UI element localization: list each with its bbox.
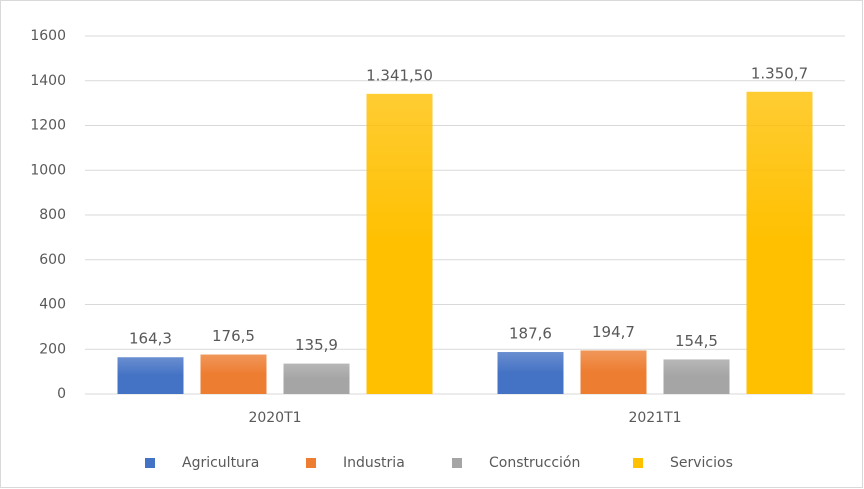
legend-label: Construcción bbox=[489, 455, 580, 471]
y-tick-label: 1400 bbox=[30, 73, 66, 89]
bar bbox=[497, 352, 564, 394]
y-tick-label: 1600 bbox=[30, 28, 66, 44]
bar bbox=[746, 91, 813, 394]
value-label: 1.350,7 bbox=[751, 64, 808, 82]
value-label: 187,6 bbox=[509, 325, 552, 343]
legend-label: Industria bbox=[343, 455, 405, 471]
legend-swatch bbox=[452, 458, 462, 468]
value-label: 176,5 bbox=[212, 327, 255, 345]
bar bbox=[366, 93, 433, 394]
legend-swatch bbox=[145, 458, 155, 468]
legend-label: Servicios bbox=[670, 455, 733, 471]
bar bbox=[200, 354, 267, 394]
value-label: 135,9 bbox=[295, 336, 338, 354]
legend-swatch bbox=[306, 458, 316, 468]
bar bbox=[663, 359, 730, 394]
y-tick-label: 800 bbox=[39, 207, 66, 223]
bar bbox=[283, 363, 350, 394]
y-tick-label: 600 bbox=[39, 252, 66, 268]
y-tick-label: 1000 bbox=[30, 162, 66, 178]
value-label: 164,3 bbox=[129, 330, 172, 348]
y-tick-label: 200 bbox=[39, 341, 66, 357]
y-tick-label: 1200 bbox=[30, 118, 66, 134]
bar bbox=[117, 357, 184, 394]
bar bbox=[580, 350, 647, 394]
value-label: 1.341,50 bbox=[366, 66, 433, 84]
y-tick-label: 0 bbox=[57, 386, 66, 402]
y-tick-label: 400 bbox=[39, 297, 66, 313]
value-label: 154,5 bbox=[675, 332, 718, 350]
value-label: 194,7 bbox=[592, 323, 635, 341]
x-tick-label: 2020T1 bbox=[248, 410, 301, 426]
x-tick-label: 2021T1 bbox=[628, 410, 681, 426]
legend-swatch bbox=[633, 458, 643, 468]
legend-label: Agricultura bbox=[182, 455, 259, 471]
